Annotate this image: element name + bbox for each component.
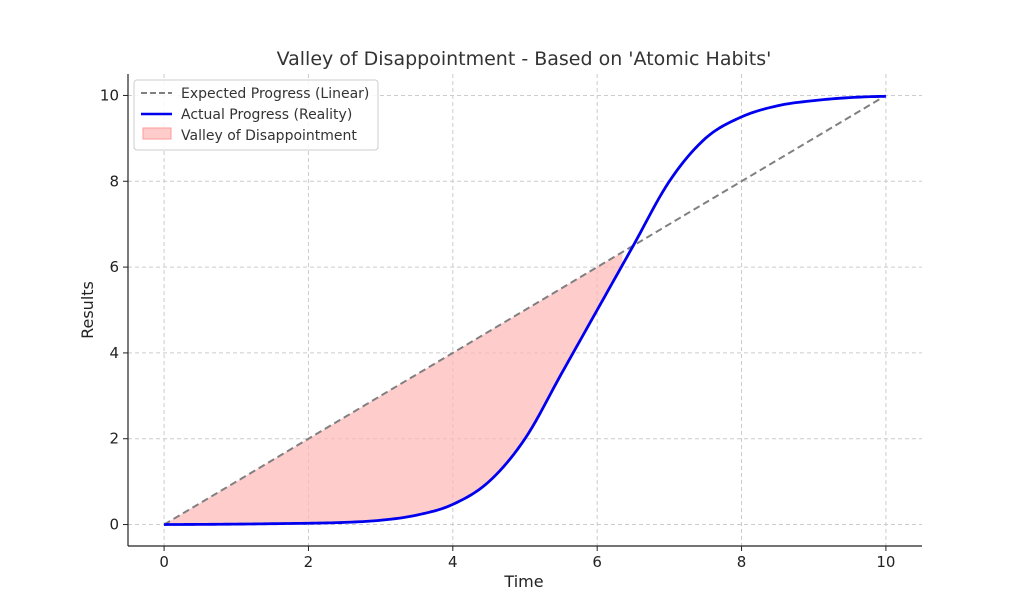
legend-label-expected: Expected Progress (Linear): [181, 86, 369, 102]
x-axis-title: Time: [503, 572, 543, 591]
x-tick-label: 4: [448, 553, 458, 571]
x-tick-label: 2: [304, 553, 314, 571]
legend: Expected Progress (Linear) Actual Progre…: [133, 79, 379, 151]
y-tick-label: 0: [109, 516, 119, 534]
series-line-expected: [163, 94, 887, 526]
series-layer: [163, 94, 887, 526]
y-tick-label: 8: [109, 172, 119, 190]
ticks-layer: 0 2 4 6 8 10 0 2 4 6 8 10: [100, 86, 896, 571]
legend-label-valley: Valley of Disappointment: [181, 128, 357, 144]
y-axis-title: Results: [78, 281, 97, 339]
x-tick-label: 10: [876, 553, 895, 571]
x-tick-label: 0: [159, 553, 169, 571]
legend-swatch-valley: [142, 127, 172, 140]
legend-label-actual: Actual Progress (Reality): [181, 107, 352, 123]
x-tick-label: 6: [592, 553, 602, 571]
axes-layer: [127, 74, 922, 547]
legend-frame: [133, 79, 379, 151]
y-tick-label: 6: [109, 258, 119, 276]
series-line-actual: [164, 94, 886, 526]
y-tick-label: 2: [109, 430, 119, 448]
y-tick-label: 4: [109, 344, 119, 362]
y-tick-label: 10: [100, 86, 119, 104]
x-tick-label: 8: [737, 553, 747, 571]
chart-title: Valley of Disappointment - Based on 'Ato…: [277, 48, 772, 70]
